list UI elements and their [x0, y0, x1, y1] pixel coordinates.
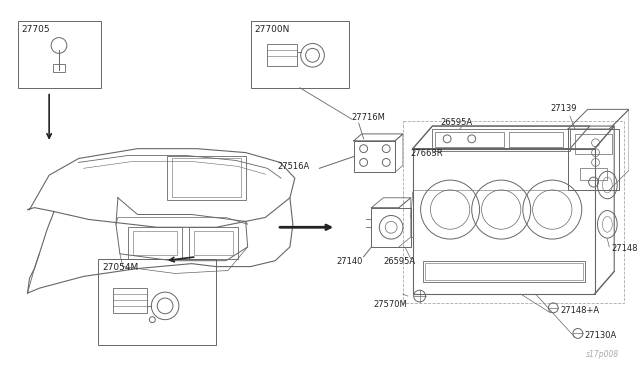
Bar	[580, 168, 607, 180]
Bar	[413, 149, 595, 294]
Text: 27716M: 27716M	[352, 113, 386, 122]
Bar	[172, 158, 241, 197]
Text: 27139: 27139	[550, 105, 577, 113]
Bar	[371, 208, 411, 247]
Bar	[194, 231, 233, 255]
Bar	[575, 134, 612, 154]
Text: 27700N: 27700N	[255, 25, 290, 34]
Bar	[99, 259, 216, 345]
Bar	[433, 129, 570, 151]
Text: 27148+A: 27148+A	[560, 306, 599, 315]
Bar	[354, 141, 395, 172]
Text: 27130A: 27130A	[585, 331, 617, 340]
Bar	[132, 231, 177, 255]
Bar	[424, 263, 583, 280]
Bar	[509, 132, 563, 147]
Bar	[251, 21, 349, 88]
Text: 27705: 27705	[22, 25, 51, 34]
Bar	[53, 64, 65, 72]
Bar	[167, 155, 246, 200]
Text: 26595A: 26595A	[440, 118, 472, 127]
Bar	[268, 45, 297, 66]
Text: 27663R: 27663R	[411, 149, 444, 158]
Bar	[568, 129, 619, 190]
Text: 27148: 27148	[611, 244, 638, 253]
Text: 27140: 27140	[336, 257, 362, 266]
Bar	[128, 227, 182, 259]
Bar	[435, 132, 504, 147]
Text: s17p008: s17p008	[586, 350, 619, 359]
Text: 26595A: 26595A	[383, 257, 415, 266]
Bar	[18, 21, 101, 88]
Bar	[189, 227, 238, 259]
Text: 27054M: 27054M	[102, 263, 138, 272]
Bar	[113, 288, 147, 313]
Bar	[422, 261, 585, 282]
Text: 27570M: 27570M	[374, 300, 407, 309]
Bar	[403, 121, 624, 303]
Text: 27516A: 27516A	[277, 163, 309, 171]
